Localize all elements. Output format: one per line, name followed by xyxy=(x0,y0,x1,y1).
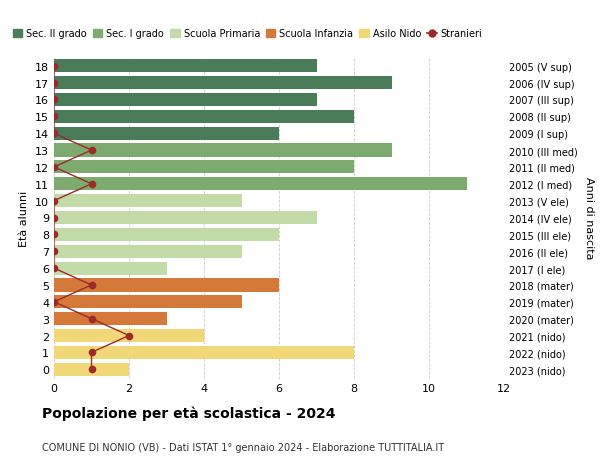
Text: Popolazione per età scolastica - 2024: Popolazione per età scolastica - 2024 xyxy=(42,405,335,420)
Bar xyxy=(54,178,467,191)
Legend: Sec. II grado, Sec. I grado, Scuola Primaria, Scuola Infanzia, Asilo Nido, Stran: Sec. II grado, Sec. I grado, Scuola Prim… xyxy=(9,25,486,43)
Y-axis label: Età alunni: Età alunni xyxy=(19,190,29,246)
Bar xyxy=(54,144,392,157)
Bar xyxy=(54,329,204,342)
Bar xyxy=(54,127,279,140)
Bar xyxy=(54,279,279,292)
Bar xyxy=(54,94,317,107)
Bar xyxy=(54,363,129,376)
Y-axis label: Anni di nascita: Anni di nascita xyxy=(584,177,594,259)
Bar xyxy=(54,245,241,258)
Bar xyxy=(54,262,167,275)
Bar xyxy=(54,296,241,309)
Bar xyxy=(54,228,279,241)
Bar xyxy=(54,60,317,73)
Bar xyxy=(54,195,241,208)
Bar xyxy=(54,212,317,224)
Text: COMUNE DI NONIO (VB) - Dati ISTAT 1° gennaio 2024 - Elaborazione TUTTITALIA.IT: COMUNE DI NONIO (VB) - Dati ISTAT 1° gen… xyxy=(42,442,444,452)
Bar xyxy=(54,161,354,174)
Bar xyxy=(54,313,167,325)
Bar xyxy=(54,77,392,90)
Bar xyxy=(54,111,354,123)
Bar xyxy=(54,346,354,359)
